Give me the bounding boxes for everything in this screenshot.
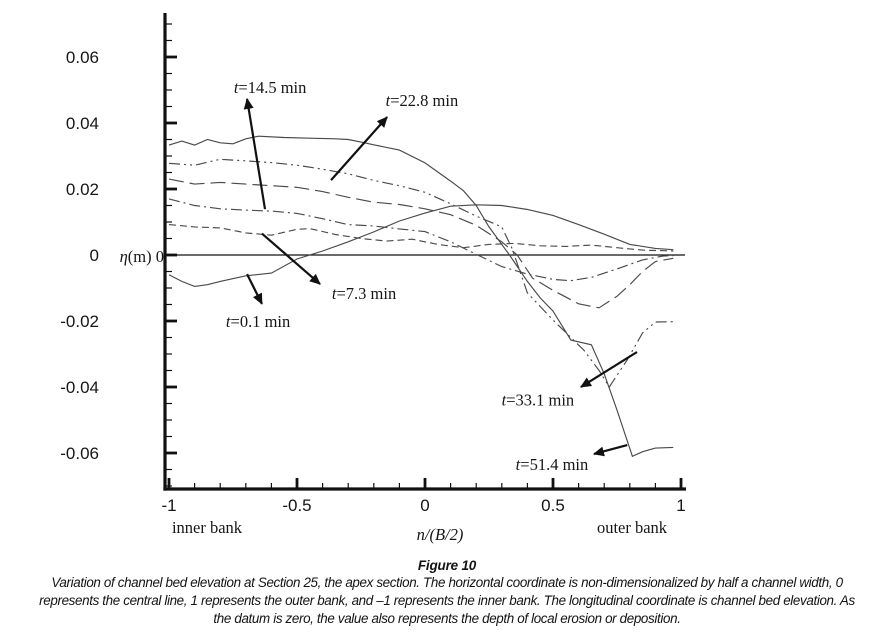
figure-caption-line-1: Variation of channel bed elevation at Se… bbox=[51, 575, 843, 590]
y-axis-label: η(m) 0 bbox=[120, 247, 164, 266]
y-tick-label: 0.06 bbox=[66, 48, 99, 67]
annotation-arrow bbox=[580, 351, 638, 388]
curve-t-7-3-min bbox=[168, 224, 674, 252]
x-tick-label: 1 bbox=[676, 496, 685, 515]
y-tick-label: 0.02 bbox=[66, 180, 99, 199]
annotation-label: t=14.5 min bbox=[234, 78, 307, 97]
annotation-arrow bbox=[592, 444, 628, 457]
annotation-label: t=7.3 min bbox=[332, 284, 396, 303]
annotation-label: t=22.8 min bbox=[386, 91, 459, 110]
annotation-arrow bbox=[330, 116, 388, 181]
curve-t-22-8-min bbox=[168, 178, 674, 309]
x-tick-label: 0 bbox=[420, 496, 429, 515]
annotation-label: t=33.1 min bbox=[502, 390, 575, 409]
figure-caption-line-3: the datum is zero, the value also repres… bbox=[213, 611, 681, 626]
inner-bank-label: inner bank bbox=[172, 518, 243, 537]
x-tick-label: 0.5 bbox=[541, 496, 565, 515]
figure-caption-line-2: represents the central line, 1 represent… bbox=[39, 593, 855, 608]
outer-bank-label: outer bank bbox=[597, 518, 668, 537]
y-tick-label: 0 bbox=[90, 246, 99, 265]
y-tick-label: 0.04 bbox=[66, 114, 99, 133]
annotation-arrow bbox=[246, 273, 263, 305]
curve-t-14-5-min bbox=[168, 198, 674, 282]
y-tick-label: -0.06 bbox=[60, 444, 99, 463]
figure-caption-title: Figure 10 bbox=[417, 558, 477, 573]
y-tick-label: -0.04 bbox=[60, 378, 99, 397]
annotation-label: t=51.4 min bbox=[516, 455, 589, 474]
y-tick-label: -0.02 bbox=[60, 312, 99, 331]
x-axis-label: n/(B/2) bbox=[417, 525, 464, 544]
curve-t-51-4-min bbox=[168, 135, 674, 458]
annotation-arrow bbox=[243, 97, 267, 210]
x-tick-label: -0.5 bbox=[282, 496, 311, 515]
curve-t-33-1-min bbox=[168, 158, 674, 389]
x-tick-label: -1 bbox=[161, 496, 176, 515]
annotation-label: t=0.1 min bbox=[226, 312, 290, 331]
annotation-arrow bbox=[261, 232, 321, 285]
bed-elevation-chart: 0.06 0.04 0.02 0 -0.02 -0.04 -0.06 -1 -0.5 0 0.5 1 η… bbox=[60, 13, 686, 544]
figure-caption: Figure 10 Variation of channel bed eleva… bbox=[0, 558, 894, 628]
curve-t-0-1-min bbox=[168, 204, 674, 287]
